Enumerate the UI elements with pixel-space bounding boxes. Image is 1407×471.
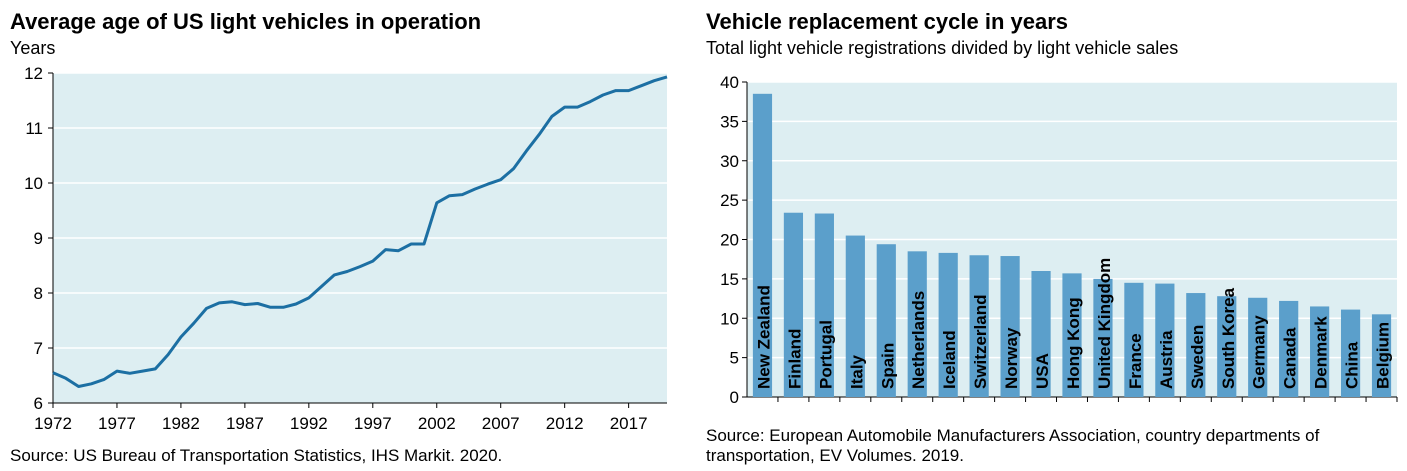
category-label: Hong Kong — [1064, 297, 1083, 389]
bar — [876, 244, 896, 397]
category-label: Portugal — [816, 320, 835, 389]
y-tick-label: 7 — [34, 339, 43, 358]
bar — [969, 255, 989, 397]
age-line-chart: 6 7 8 9 10 11 12 1972 1977 1982 1987 1992 1997 2002 20… — [24, 64, 668, 433]
category-label: Austria — [1157, 330, 1176, 389]
category-label: Finland — [785, 329, 804, 389]
y-tick-label: 9 — [34, 229, 43, 248]
y-tick-label: 5 — [730, 349, 739, 368]
y-tick-label: 35 — [720, 112, 739, 131]
bar — [783, 212, 804, 397]
age-chart-title: Average age of US light vehicles in oper… — [10, 9, 482, 34]
category-label: USA — [1033, 353, 1052, 389]
x-tick-label: 1982 — [162, 414, 200, 433]
bar — [1031, 271, 1051, 397]
category-label: New Zealand — [754, 285, 773, 389]
category-label: Sweden — [1188, 325, 1207, 389]
age-chart-source: Source: US Bureau of Transportation Stat… — [10, 446, 503, 465]
x-tick-label: 1977 — [98, 414, 136, 433]
x-tick-label: 1987 — [226, 414, 264, 433]
bar — [1279, 300, 1299, 397]
category-label: Canada — [1281, 327, 1300, 389]
y-tick-label: 12 — [24, 64, 43, 83]
average-age-line — [52, 75, 668, 388]
category-label: United Kingdom — [1095, 258, 1114, 389]
bar — [752, 93, 773, 397]
bar — [845, 235, 865, 397]
x-tick-label: 1972 — [34, 414, 72, 433]
bar — [1093, 278, 1113, 397]
x-tick-label: 2007 — [482, 414, 520, 433]
y-tick-label: 10 — [24, 174, 43, 193]
y-tick-label: 8 — [34, 284, 43, 303]
replacement-chart-panel: Vehicle replacement cycle in years Total… — [700, 0, 1407, 471]
category-label: Italy — [847, 354, 866, 389]
bar — [1340, 309, 1361, 397]
age-chart-panel: Average age of US light vehicles in oper… — [0, 0, 680, 471]
category-label: Spain — [878, 343, 897, 389]
category-label: Belgium — [1374, 322, 1393, 389]
y-tick-label: 40 — [720, 73, 739, 92]
y-tick-label: 6 — [34, 394, 43, 413]
y-tick-label: 25 — [720, 191, 739, 210]
y-tick-label: 11 — [25, 119, 43, 138]
x-tick-label: 2002 — [418, 414, 456, 433]
category-label: France — [1126, 333, 1145, 389]
category-label: Germany — [1250, 315, 1269, 389]
bar — [814, 213, 834, 397]
category-label: Denmark — [1312, 316, 1331, 389]
x-tick-label: 2017 — [610, 414, 648, 433]
y-tick-label: 10 — [720, 309, 739, 328]
bar — [938, 252, 958, 397]
category-label: Switzerland — [971, 295, 990, 389]
bar — [1371, 314, 1392, 397]
bar — [1000, 256, 1020, 397]
bar — [907, 251, 927, 397]
x-tick-label: 1992 — [290, 414, 328, 433]
bar — [1124, 282, 1144, 397]
replacement-chart-source: Source: European Automobile Manufacturer… — [706, 426, 1320, 465]
bar — [1217, 296, 1237, 397]
replacement-chart-title: Vehicle replacement cycle in years — [706, 9, 1069, 34]
bar — [1310, 306, 1330, 397]
bar — [1248, 297, 1268, 397]
bar — [1186, 293, 1206, 397]
replacement-chart-subtitle: Total light vehicle registrations divide… — [706, 38, 1179, 58]
y-tick-label: 20 — [720, 231, 739, 250]
category-label: Netherlands — [909, 291, 928, 389]
category-label: South Korea — [1219, 287, 1238, 389]
y-tick-label: 30 — [720, 152, 739, 171]
bar — [1062, 273, 1082, 397]
category-label: Norway — [1002, 327, 1021, 389]
y-tick-label: 0 — [730, 388, 739, 407]
category-label: China — [1343, 341, 1362, 389]
category-label: Iceland — [940, 330, 959, 389]
x-tick-label: 1997 — [354, 414, 392, 433]
y-tick-label: 15 — [720, 270, 739, 289]
x-tick-label: 2012 — [546, 414, 584, 433]
bar — [1155, 283, 1175, 397]
age-chart-subtitle: Years — [10, 38, 56, 58]
replacement-bar-chart: 0 5 10 15 20 25 30 35 40 New Zealand Finland Portug… — [720, 73, 1398, 407]
